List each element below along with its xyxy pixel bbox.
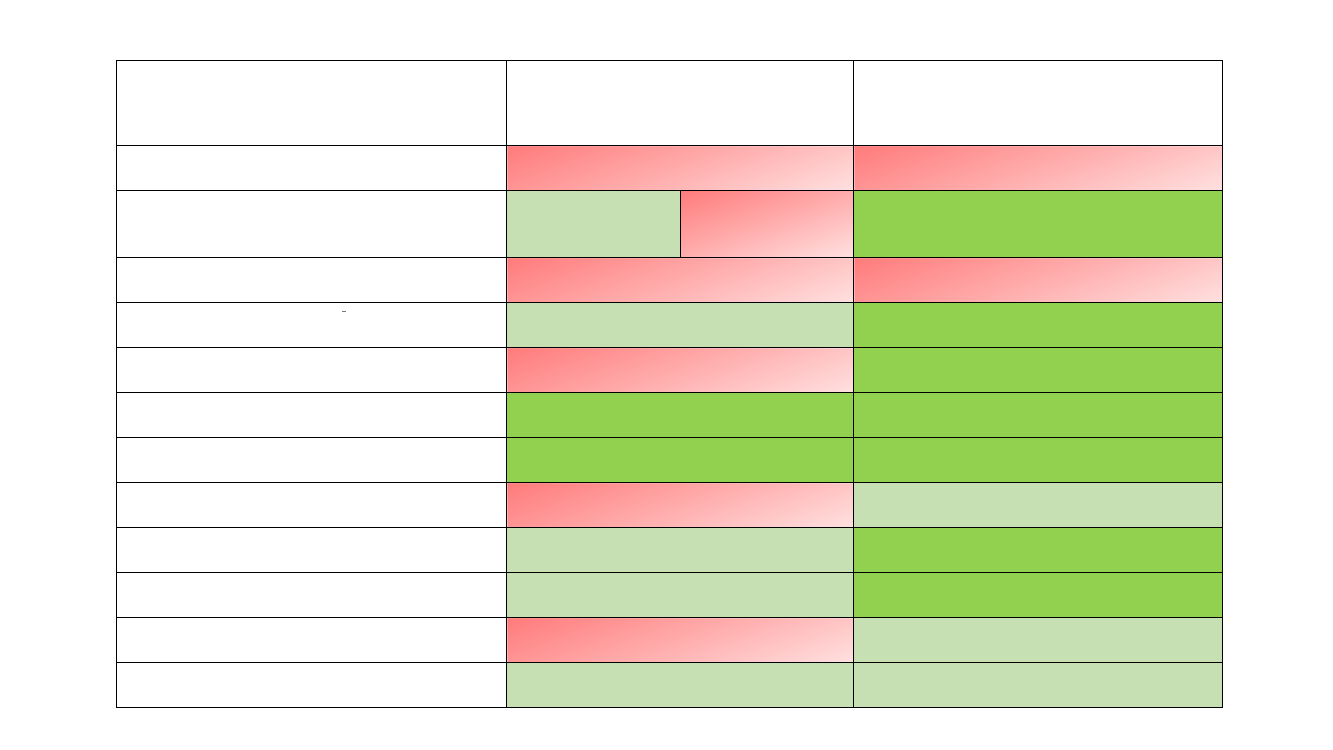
table-row	[116, 572, 1223, 618]
header-cell-col2	[853, 60, 1223, 146]
status-cell-green	[853, 302, 1223, 348]
row-label	[116, 437, 507, 483]
stray-mark	[342, 311, 346, 312]
status-cell-green	[853, 392, 1223, 438]
status-cell-light-green	[506, 527, 854, 573]
status-cell-green	[853, 437, 1223, 483]
status-cell-red	[853, 257, 1223, 303]
status-cell-red	[679, 191, 853, 257]
row-label	[116, 482, 507, 528]
status-cell-green	[853, 190, 1223, 258]
table-row	[116, 257, 1223, 303]
status-cell-green	[506, 392, 854, 438]
status-cell-light-green	[853, 617, 1223, 663]
status-cell-light-green	[853, 662, 1223, 708]
table-row	[116, 437, 1223, 483]
status-cell-light-green	[506, 572, 854, 618]
status-cell-light-green	[506, 662, 854, 708]
status-cell-red	[506, 347, 854, 393]
row-label	[116, 617, 507, 663]
status-cell-light-green	[853, 482, 1223, 528]
row-label	[116, 145, 507, 191]
table-row	[116, 145, 1223, 191]
status-cell-red	[506, 257, 854, 303]
status-cell-red	[506, 145, 854, 191]
status-cell-green	[506, 437, 854, 483]
header-row	[116, 60, 1223, 146]
status-cell-light-green	[506, 302, 854, 348]
header-cell-col1	[506, 60, 854, 146]
row-label	[116, 302, 507, 348]
table-row	[116, 302, 1223, 348]
status-cell-green	[853, 527, 1223, 573]
row-label	[116, 572, 507, 618]
row-label	[116, 257, 507, 303]
split-status-cell	[506, 190, 854, 258]
status-cell-green	[853, 347, 1223, 393]
status-cell-red	[853, 145, 1223, 191]
table-body	[116, 60, 1223, 708]
table-row	[116, 617, 1223, 663]
status-cell-red	[506, 617, 854, 663]
table-row	[116, 482, 1223, 528]
status-cell-red	[506, 482, 854, 528]
status-cell-green	[853, 572, 1223, 618]
status-cell-light-green	[507, 191, 680, 257]
table-row	[116, 190, 1223, 258]
row-label	[116, 347, 507, 393]
table-row	[116, 527, 1223, 573]
table-row	[116, 392, 1223, 438]
row-label	[116, 527, 507, 573]
row-label	[116, 190, 507, 258]
row-label	[116, 392, 507, 438]
table-row	[116, 662, 1223, 708]
header-cell-label	[116, 60, 507, 146]
table-row	[116, 347, 1223, 393]
comparison-table	[116, 60, 1223, 708]
row-label	[116, 662, 507, 708]
